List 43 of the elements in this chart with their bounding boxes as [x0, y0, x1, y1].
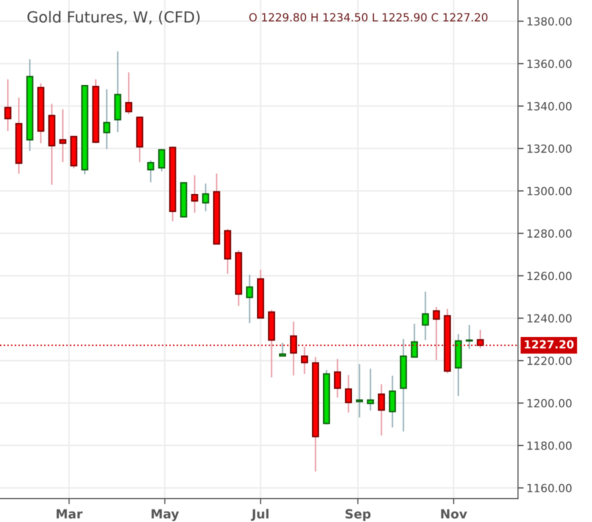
text: Gold Futures, W, (CFD) [27, 10, 200, 24]
candlestick [344, 374, 352, 414]
candlestick [432, 306, 440, 361]
y-tick-label: 1160.00 [528, 484, 572, 492]
x-tick-label: Nov [441, 509, 468, 519]
candlestick [290, 320, 298, 376]
ref-line-label: 1227.20 [524, 340, 574, 349]
candlestick [410, 323, 418, 358]
y-tick-label: 1360.00 [528, 60, 572, 68]
candlestick [378, 383, 385, 436]
candlestick [334, 358, 342, 398]
y-tick-label: 1220.00 [528, 356, 572, 366]
y-tick-label: 1380.00 [528, 17, 572, 26]
y-tick-label: 1240.00 [528, 314, 572, 323]
x-tick-label: May [152, 509, 179, 522]
y-tick-label: 1300.00 [528, 186, 572, 196]
candlestick [356, 363, 363, 418]
x-tick-label: Sep [346, 509, 371, 522]
candlestick [125, 72, 132, 115]
candlestick [246, 274, 254, 324]
y-tick-label: 1260.00 [528, 272, 572, 280]
candlestick [366, 368, 374, 412]
y-tick-label: 1320.00 [528, 144, 572, 153]
candlestick [59, 108, 66, 163]
y-tick-label: 1280.00 [528, 229, 572, 238]
candlestick [202, 182, 210, 212]
y-tick-label: 1340.00 [528, 102, 572, 110]
candlestick [4, 78, 12, 132]
candlestick [103, 88, 110, 150]
x-tick-label: Jul [250, 508, 268, 521]
y-tick-label: 1200.00 [528, 399, 572, 408]
candlestick [466, 324, 473, 350]
candlestick [388, 374, 396, 428]
text: O 1229.80 H 1234.50 L 1225.90 C 1227.20 [249, 13, 488, 22]
x-tick-label: Mar [56, 509, 83, 519]
candlestick [158, 149, 166, 172]
candlestick [476, 329, 484, 349]
candlestick [301, 346, 308, 375]
candlestick [147, 160, 154, 183]
candlestick [279, 342, 286, 357]
candlestick [191, 174, 198, 214]
candlestick [422, 290, 429, 341]
y-tick-label: 1180.00 [528, 441, 572, 450]
